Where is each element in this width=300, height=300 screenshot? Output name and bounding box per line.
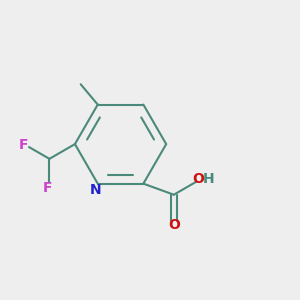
Text: F: F	[19, 138, 28, 152]
Text: F: F	[43, 181, 53, 195]
Text: N: N	[90, 183, 101, 197]
Text: O: O	[192, 172, 204, 185]
Text: O: O	[168, 218, 180, 232]
Text: H: H	[203, 172, 214, 185]
